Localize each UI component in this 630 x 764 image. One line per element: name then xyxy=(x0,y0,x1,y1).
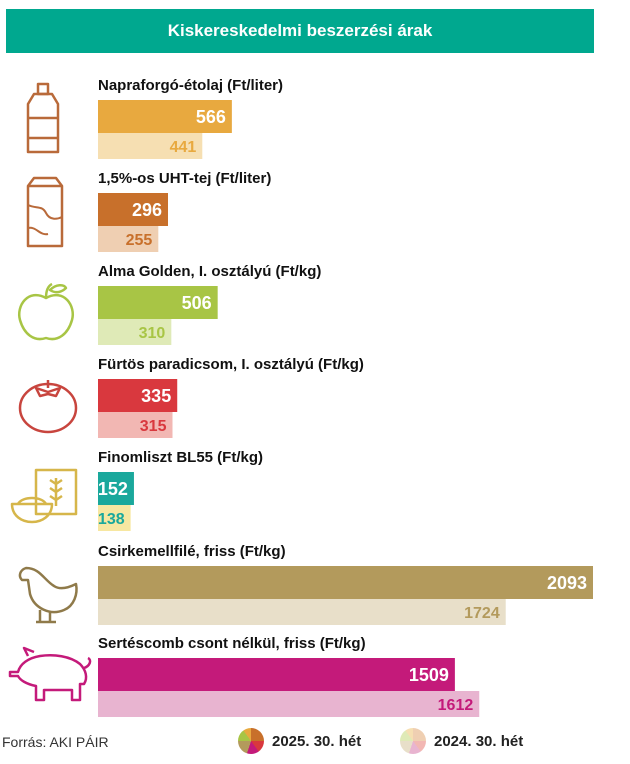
bar-2025 xyxy=(98,566,593,599)
data-label: 310 xyxy=(139,325,166,342)
data-label: 296 xyxy=(132,200,162,220)
data-label: 1724 xyxy=(464,605,500,622)
category-label: Csirkemellfilé, friss (Ft/kg) xyxy=(98,543,286,560)
category-label: Napraforgó-étolaj (Ft/liter) xyxy=(98,77,283,94)
legend-swatch-2024-icon xyxy=(400,728,426,754)
data-label: 255 xyxy=(126,232,153,249)
bar-2024 xyxy=(98,505,131,531)
data-label: 1612 xyxy=(438,697,474,714)
category-label: Sertéscomb csont nélkül, friss (Ft/kg) xyxy=(98,635,366,652)
category-label: 1,5%-os UHT-tej (Ft/liter) xyxy=(98,170,271,187)
bar-2024 xyxy=(98,319,172,345)
source-note: Forrás: AKI PÁIR xyxy=(2,734,109,750)
legend-label-2025: 2025. 30. hét xyxy=(272,732,362,750)
chart-title: Kiskereskedelmi beszerzési árak xyxy=(6,9,594,53)
data-label: 1509 xyxy=(409,665,449,685)
legend-swatch-2025-icon xyxy=(238,728,264,754)
apple-icon xyxy=(17,282,75,341)
category-label: Alma Golden, I. osztályú (Ft/kg) xyxy=(98,263,321,280)
bar-2024 xyxy=(98,226,159,252)
tomato-icon xyxy=(18,380,78,434)
data-label: 2093 xyxy=(547,573,587,593)
bar-chart: Napraforgó-étolaj (Ft/liter) 566 441 1,5%-o… xyxy=(8,77,593,717)
data-label: 138 xyxy=(98,511,125,528)
bar-2025 xyxy=(98,193,169,226)
data-label: 506 xyxy=(182,293,212,313)
bar-2025 xyxy=(98,379,178,412)
milk-carton-icon xyxy=(26,176,64,248)
bar-2025 xyxy=(98,286,218,319)
bar-2024 xyxy=(98,599,506,625)
category-label: Fürtös paradicsom, I. osztályú (Ft/kg) xyxy=(98,356,364,373)
data-label: 315 xyxy=(140,418,167,435)
bar-2025 xyxy=(98,658,455,691)
bar-2024 xyxy=(98,691,480,717)
legend-label-2024: 2024. 30. hét xyxy=(434,732,524,750)
category-label: Finomliszt BL55 (Ft/kg) xyxy=(98,449,263,466)
data-label: 566 xyxy=(196,107,226,127)
bar-2024 xyxy=(98,412,173,438)
oil-bottle-icon xyxy=(26,82,60,154)
chicken-icon xyxy=(18,566,78,624)
bar-2025 xyxy=(98,100,232,133)
legend-item-2024: 2024. 30. hét xyxy=(400,728,523,754)
legend-item-2025: 2025. 30. hét xyxy=(238,728,361,754)
data-label: 441 xyxy=(170,139,197,156)
data-label: 152 xyxy=(98,479,128,499)
bar-2024 xyxy=(98,133,203,159)
data-label: 335 xyxy=(141,386,171,406)
bar-2025 xyxy=(98,472,134,505)
pig-icon xyxy=(8,646,92,702)
flour-bag-icon xyxy=(10,468,78,524)
